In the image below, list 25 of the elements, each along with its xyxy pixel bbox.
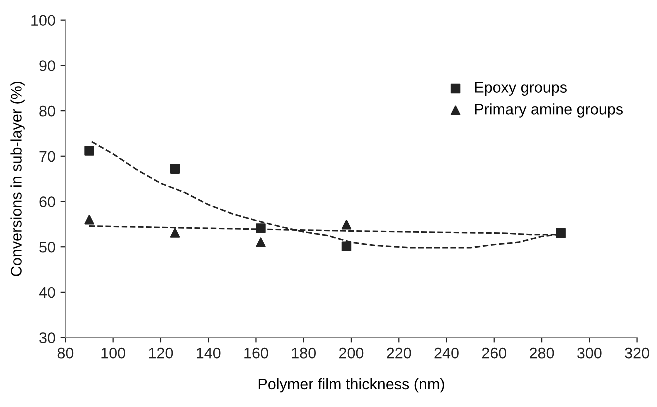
y-tick-label: 40: [39, 287, 56, 298]
y-tick-label: 100: [32, 15, 56, 26]
x-tick-label: 80: [58, 348, 74, 359]
x-tick-label: 160: [244, 348, 268, 359]
y-tick-label: 80: [40, 106, 56, 117]
y-tick-label: 30: [40, 332, 56, 344]
y-tick-label: 50: [40, 242, 56, 253]
x-axis-title: Polymer film thickness (nm): [258, 378, 444, 393]
x-tick-label: 200: [340, 348, 364, 359]
x-tick-label: 120: [149, 348, 174, 359]
x-tick-label: 100: [102, 348, 126, 359]
x-tick-label: 280: [530, 348, 554, 359]
y-tick-label: 60: [40, 196, 56, 208]
x-tick-label: 260: [482, 348, 507, 359]
y-axis-title: Conversions in sub-layer (%): [10, 82, 25, 276]
legend-label: Primary amine groups: [475, 104, 623, 118]
x-tick-label: 140: [197, 348, 221, 359]
x-tick-label: 220: [387, 348, 412, 359]
x-tick-label: 320: [625, 348, 650, 359]
y-tick-label: 70: [40, 151, 56, 162]
x-tick-label: 240: [434, 348, 459, 359]
x-tick-label: 180: [292, 348, 316, 359]
y-tick-label: 90: [40, 60, 56, 72]
x-tick-label: 300: [577, 348, 602, 359]
legend-label: Epoxy groups: [475, 82, 567, 96]
